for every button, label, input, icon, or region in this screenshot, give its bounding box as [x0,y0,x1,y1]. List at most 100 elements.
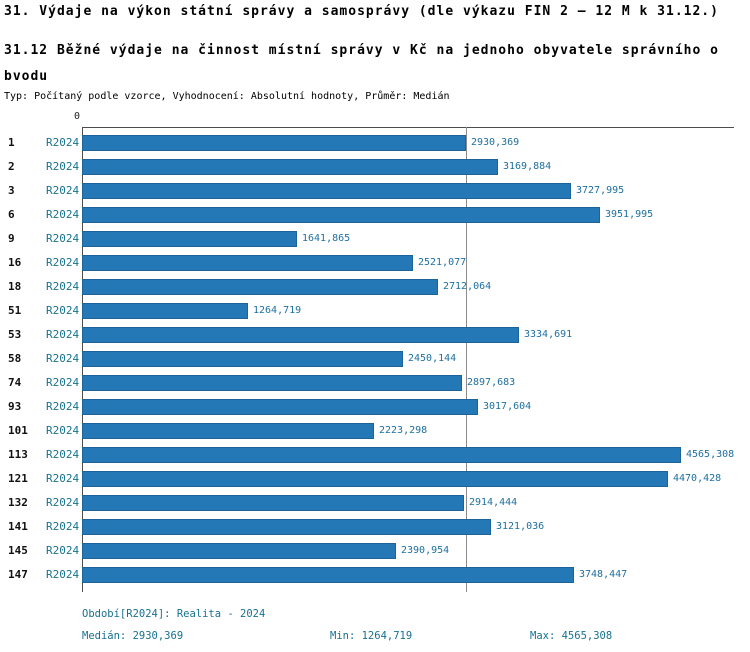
chart-row: 9 R2024 1641,865 [0,227,750,251]
row-number: 74 [8,376,22,389]
chart-row: 18 R2024 2712,064 [0,275,750,299]
bar [82,375,462,391]
bar [82,519,491,535]
bar [82,423,374,439]
value-label: 3169,884 [503,161,552,172]
bar [82,159,498,175]
chart-subtitle: 31.12 Běžné výdaje na činnost místní spr… [4,43,719,84]
row-number: 1 [8,136,15,149]
row-number: 58 [8,352,22,365]
value-label: 2223,298 [379,425,428,436]
footer-min: Min: 1264,719 [330,630,413,642]
series-label: R2024 [46,496,80,509]
chart-rows: 1 R2024 2930,369 2 R2024 3169,884 3 R2024 3727,9… [0,131,750,587]
row-number: 2 [8,160,15,173]
row-number: 121 [8,472,28,485]
value-label: 4470,428 [673,473,722,484]
row-number: 101 [8,424,28,437]
series-label: R2024 [46,544,80,557]
bar [82,135,466,151]
series-label: R2024 [46,160,80,173]
value-label: 3951,995 [605,209,654,220]
chart-row: 3 R2024 3727,995 [0,179,750,203]
value-label: 3334,691 [524,329,573,340]
axis-zero-label: 0 [73,111,80,122]
row-number: 6 [8,208,15,221]
series-label: R2024 [46,376,80,389]
bar [82,231,297,247]
value-label: 1641,865 [302,233,351,244]
chart-row: 16 R2024 2521,077 [0,251,750,275]
series-label: R2024 [46,208,80,221]
bar [82,303,248,319]
row-number: 132 [8,496,28,509]
row-number: 141 [8,520,28,533]
chart-meta-line: Typ: Počítaný podle vzorce, Vyhodnocení:… [4,91,450,102]
value-label: 2521,077 [418,257,467,268]
value-label: 3017,604 [483,401,532,412]
series-label: R2024 [46,448,80,461]
value-label: 2390,954 [401,545,450,556]
bar [82,327,519,343]
row-number: 113 [8,448,28,461]
row-number: 18 [8,280,22,293]
series-label: R2024 [46,256,80,269]
chart-row: 113 R2024 4565,308 [0,443,750,467]
value-label: 3121,036 [496,521,545,532]
value-label: 3748,447 [579,569,628,580]
value-label: 2914,444 [469,497,518,508]
series-label: R2024 [46,136,80,149]
bar [82,567,574,583]
chart-row: 93 R2024 3017,604 [0,395,750,419]
bar [82,543,396,559]
chart-row: 6 R2024 3951,995 [0,203,750,227]
row-number: 16 [8,256,22,269]
row-number: 145 [8,544,28,557]
median-gridline [466,127,467,592]
row-number: 53 [8,328,22,341]
series-label: R2024 [46,424,80,437]
bar [82,447,681,463]
value-label: 1264,719 [253,305,302,316]
series-label: R2024 [46,304,80,317]
page-title: 31. Výdaje na výkon státní správy a samo… [4,4,719,19]
value-label: 2930,369 [471,137,520,148]
chart-row: 147 R2024 3748,447 [0,563,750,587]
chart-row: 58 R2024 2450,144 [0,347,750,371]
chart-row: 101 R2024 2223,298 [0,419,750,443]
row-number: 3 [8,184,15,197]
series-label: R2024 [46,400,80,413]
footer-median: Medián: 2930,369 [82,630,184,642]
chart-row: 1 R2024 2930,369 [0,131,750,155]
bar [82,207,600,223]
value-label: 4565,308 [686,449,735,460]
chart-row: 121 R2024 4470,428 [0,467,750,491]
row-number: 9 [8,232,15,245]
bar [82,279,438,295]
bar [82,471,668,487]
series-label: R2024 [46,280,80,293]
chart-row: 74 R2024 2897,683 [0,371,750,395]
bar [82,351,403,367]
series-label: R2024 [46,568,80,581]
row-number: 51 [8,304,22,317]
footer-max: Max: 4565,308 [530,630,613,642]
bar [82,183,571,199]
series-label: R2024 [46,184,80,197]
bar [82,399,478,415]
chart-top-axis [82,127,734,128]
series-label: R2024 [46,472,80,485]
chart-row: 145 R2024 2390,954 [0,539,750,563]
bar [82,495,464,511]
value-label: 3727,995 [576,185,625,196]
row-number: 147 [8,568,28,581]
chart-row: 132 R2024 2914,444 [0,491,750,515]
value-label: 2712,064 [443,281,492,292]
footer-period: Období[R2024]: Realita - 2024 [82,608,266,620]
series-label: R2024 [46,328,80,341]
bar [82,255,413,271]
chart-row: 53 R2024 3334,691 [0,323,750,347]
series-label: R2024 [46,352,80,365]
series-label: R2024 [46,520,80,533]
